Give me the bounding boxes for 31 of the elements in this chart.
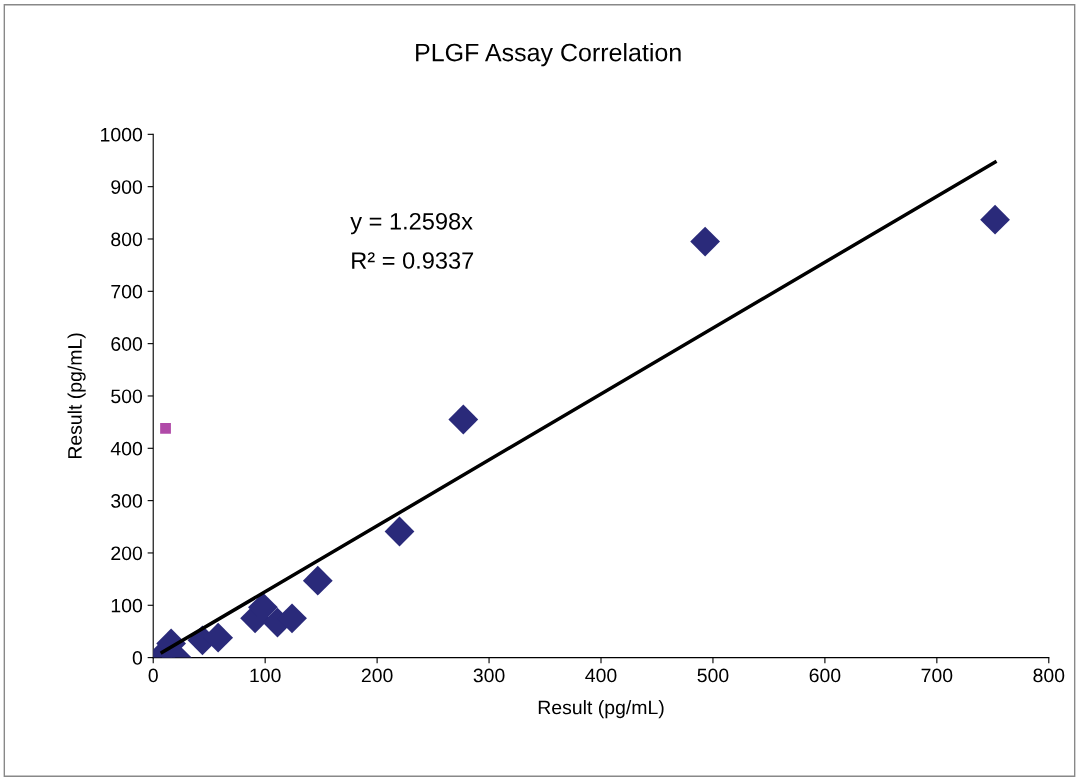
y-tick-label: 100 (111, 598, 143, 613)
y-axis-title: Result (pg/mL) (67, 333, 86, 459)
x-tick-label: 100 (250, 668, 281, 683)
point (448, 404, 479, 435)
x-tick-label: 300 (473, 668, 505, 683)
point (160, 423, 171, 434)
y-tick-label: 400 (110, 441, 143, 456)
y-tick-label: 700 (111, 284, 143, 299)
y-tick-label: 600 (111, 337, 143, 351)
x-tick-label: 700 (921, 668, 953, 683)
annotation: R² = 0.9337 (352, 252, 474, 269)
annotation: y = 1.2598x (350, 212, 473, 235)
x-tick-label: 600 (809, 668, 841, 683)
point (690, 226, 721, 257)
x-tick-label: 800 (1033, 668, 1065, 683)
x-tick-label: 0 (148, 668, 158, 683)
x-tick-label: 200 (361, 668, 393, 683)
x-axis-title: Result (pg/mL) (538, 700, 664, 719)
point (980, 204, 1010, 235)
y-tick-label: 1000 (101, 127, 143, 142)
x-tick-label: 500 (697, 668, 729, 683)
point (384, 516, 415, 547)
y-tick-label: 900 (111, 180, 143, 194)
y-tick-label: 500 (111, 389, 143, 404)
chart-title: PLGF Assay Correlation (416, 43, 681, 67)
y-tick-label: 800 (111, 232, 143, 247)
point (302, 565, 333, 596)
y-tick-label: 0 (132, 651, 143, 665)
y-tick-label: 200 (111, 546, 143, 561)
x-tick-label: 400 (585, 668, 617, 683)
y-tick-label: 300 (111, 494, 143, 508)
